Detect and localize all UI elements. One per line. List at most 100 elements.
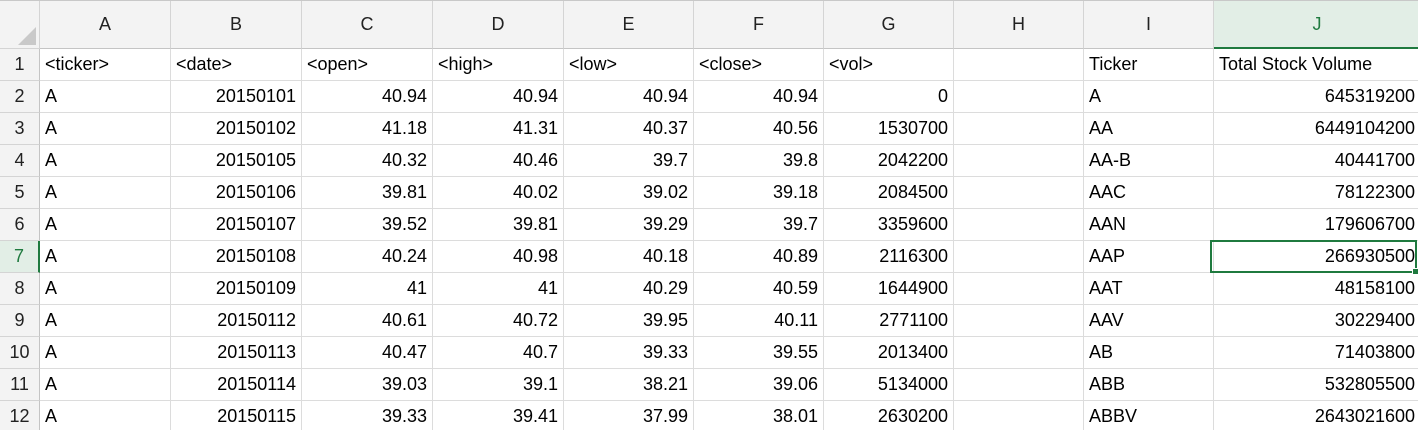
cell-a11[interactable]: A: [40, 369, 171, 401]
cell-b4[interactable]: 20150105: [171, 145, 302, 177]
cell-f1[interactable]: <close>: [694, 49, 824, 81]
cell-e4[interactable]: 39.7: [564, 145, 694, 177]
cell-d6[interactable]: 39.81: [433, 209, 564, 241]
cell-h7[interactable]: [954, 241, 1084, 273]
cell-h6[interactable]: [954, 209, 1084, 241]
cell-d10[interactable]: 40.7: [433, 337, 564, 369]
cell-d7[interactable]: 40.98: [433, 241, 564, 273]
cell-g10[interactable]: 2013400: [824, 337, 954, 369]
cell-c12[interactable]: 39.33: [302, 401, 433, 430]
column-header-e[interactable]: E: [564, 1, 694, 49]
cell-g5[interactable]: 2084500: [824, 177, 954, 209]
cell-a8[interactable]: A: [40, 273, 171, 305]
cell-a5[interactable]: A: [40, 177, 171, 209]
cell-j6[interactable]: 179606700: [1214, 209, 1418, 241]
cell-j1[interactable]: Total Stock Volume: [1214, 49, 1418, 81]
cell-c4[interactable]: 40.32: [302, 145, 433, 177]
cell-f7[interactable]: 40.89: [694, 241, 824, 273]
cell-e8[interactable]: 40.29: [564, 273, 694, 305]
cell-g4[interactable]: 2042200: [824, 145, 954, 177]
cell-d8[interactable]: 41: [433, 273, 564, 305]
cell-d4[interactable]: 40.46: [433, 145, 564, 177]
column-header-g[interactable]: G: [824, 1, 954, 49]
cell-a1[interactable]: <ticker>: [40, 49, 171, 81]
cell-c3[interactable]: 41.18: [302, 113, 433, 145]
cell-e7[interactable]: 40.18: [564, 241, 694, 273]
cell-e12[interactable]: 37.99: [564, 401, 694, 430]
cell-j3[interactable]: 6449104200: [1214, 113, 1418, 145]
cell-a10[interactable]: A: [40, 337, 171, 369]
cell-b12[interactable]: 20150115: [171, 401, 302, 430]
cell-b3[interactable]: 20150102: [171, 113, 302, 145]
cell-i5[interactable]: AAC: [1084, 177, 1214, 209]
cell-e2[interactable]: 40.94: [564, 81, 694, 113]
cell-a9[interactable]: A: [40, 305, 171, 337]
cell-f6[interactable]: 39.7: [694, 209, 824, 241]
cell-j5[interactable]: 78122300: [1214, 177, 1418, 209]
cell-j12[interactable]: 2643021600: [1214, 401, 1418, 430]
column-header-d[interactable]: D: [433, 1, 564, 49]
cell-h9[interactable]: [954, 305, 1084, 337]
cell-a7[interactable]: A: [40, 241, 171, 273]
cell-g9[interactable]: 2771100: [824, 305, 954, 337]
row-header-3[interactable]: 3: [0, 113, 40, 145]
cell-g6[interactable]: 3359600: [824, 209, 954, 241]
cell-h1[interactable]: [954, 49, 1084, 81]
cell-c10[interactable]: 40.47: [302, 337, 433, 369]
cell-b7[interactable]: 20150108: [171, 241, 302, 273]
cell-i4[interactable]: AA-B: [1084, 145, 1214, 177]
cell-d11[interactable]: 39.1: [433, 369, 564, 401]
cell-i1[interactable]: Ticker: [1084, 49, 1214, 81]
cell-i11[interactable]: ABB: [1084, 369, 1214, 401]
cell-b8[interactable]: 20150109: [171, 273, 302, 305]
cell-h11[interactable]: [954, 369, 1084, 401]
cell-b1[interactable]: <date>: [171, 49, 302, 81]
cell-g8[interactable]: 1644900: [824, 273, 954, 305]
column-header-a[interactable]: A: [40, 1, 171, 49]
cell-a12[interactable]: A: [40, 401, 171, 430]
cell-j11[interactable]: 532805500: [1214, 369, 1418, 401]
cell-d5[interactable]: 40.02: [433, 177, 564, 209]
cell-c11[interactable]: 39.03: [302, 369, 433, 401]
cell-g12[interactable]: 2630200: [824, 401, 954, 430]
row-header-1[interactable]: 1: [0, 49, 40, 81]
column-header-h[interactable]: H: [954, 1, 1084, 49]
cell-j4[interactable]: 40441700: [1214, 145, 1418, 177]
cell-f11[interactable]: 39.06: [694, 369, 824, 401]
cell-j8[interactable]: 48158100: [1214, 273, 1418, 305]
cell-d2[interactable]: 40.94: [433, 81, 564, 113]
column-header-b[interactable]: B: [171, 1, 302, 49]
cell-h3[interactable]: [954, 113, 1084, 145]
cell-b6[interactable]: 20150107: [171, 209, 302, 241]
row-header-11[interactable]: 11: [0, 369, 40, 401]
cell-h4[interactable]: [954, 145, 1084, 177]
cell-c2[interactable]: 40.94: [302, 81, 433, 113]
row-header-2[interactable]: 2: [0, 81, 40, 113]
column-header-j[interactable]: J: [1214, 1, 1418, 49]
cell-d3[interactable]: 41.31: [433, 113, 564, 145]
cell-a3[interactable]: A: [40, 113, 171, 145]
column-header-c[interactable]: C: [302, 1, 433, 49]
row-header-9[interactable]: 9: [0, 305, 40, 337]
cell-e9[interactable]: 39.95: [564, 305, 694, 337]
cell-e5[interactable]: 39.02: [564, 177, 694, 209]
column-header-f[interactable]: F: [694, 1, 824, 49]
cell-c7[interactable]: 40.24: [302, 241, 433, 273]
cell-j10[interactable]: 71403800: [1214, 337, 1418, 369]
cell-e11[interactable]: 38.21: [564, 369, 694, 401]
cell-f2[interactable]: 40.94: [694, 81, 824, 113]
cell-f5[interactable]: 39.18: [694, 177, 824, 209]
cell-i8[interactable]: AAT: [1084, 273, 1214, 305]
column-header-i[interactable]: I: [1084, 1, 1214, 49]
cell-i9[interactable]: AAV: [1084, 305, 1214, 337]
cell-g3[interactable]: 1530700: [824, 113, 954, 145]
cell-e10[interactable]: 39.33: [564, 337, 694, 369]
cell-c6[interactable]: 39.52: [302, 209, 433, 241]
cell-j2[interactable]: 645319200: [1214, 81, 1418, 113]
cell-i12[interactable]: ABBV: [1084, 401, 1214, 430]
row-header-5[interactable]: 5: [0, 177, 40, 209]
cell-f8[interactable]: 40.59: [694, 273, 824, 305]
cell-i7[interactable]: AAP: [1084, 241, 1214, 273]
cell-h2[interactable]: [954, 81, 1084, 113]
cell-d9[interactable]: 40.72: [433, 305, 564, 337]
